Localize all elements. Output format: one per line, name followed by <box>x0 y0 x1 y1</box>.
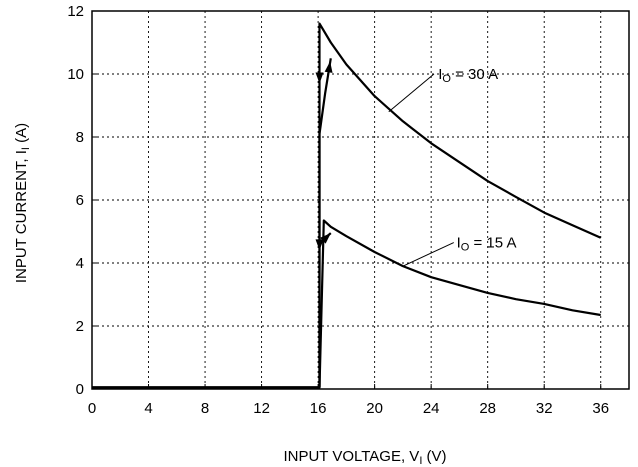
annotation-15a-sub: O <box>461 242 470 254</box>
x-axis-label: INPUT VOLTAGE, VI (V) <box>283 448 446 467</box>
arrow-30a-down <box>315 72 324 84</box>
series-0-up-path <box>92 58 332 389</box>
x-tick-label: 8 <box>201 400 209 417</box>
y-tick-label: 4 <box>76 255 84 272</box>
annotation-label-30a: IO = 30 A <box>438 66 498 85</box>
arrow-15a-down <box>315 239 324 251</box>
annotation-label-15a: IO = 15 A <box>457 235 517 254</box>
y-axis-label-suffix: (A) <box>13 123 30 147</box>
x-tick-label: 28 <box>479 400 496 417</box>
annotation-30a: IO = 30 A <box>388 66 498 113</box>
x-axis-label-sub: I <box>419 455 422 467</box>
y-tick-label: 12 <box>67 3 84 20</box>
y-tick-label: 6 <box>76 192 84 209</box>
x-tick-label: 0 <box>88 400 96 417</box>
arrow-15a-up <box>320 233 331 244</box>
annotation-15a: IO = 15 A <box>402 235 517 267</box>
x-tick-label: 12 <box>253 400 270 417</box>
annotation-leader-15a <box>402 242 454 267</box>
annotation-30a-suffix: = 30 A <box>451 66 498 83</box>
grid <box>92 11 629 389</box>
y-tick-label: 10 <box>67 66 84 83</box>
annotation-leader-30a <box>388 73 435 113</box>
y-tick-label: 8 <box>76 129 84 146</box>
arrow-30a-up <box>324 61 333 73</box>
x-tick-label: 32 <box>536 400 553 417</box>
y-axis-label-prefix: INPUT CURRENT, I <box>13 150 30 283</box>
y-tick-label: 0 <box>76 381 84 398</box>
x-tick-label: 16 <box>310 400 327 417</box>
annotation-30a-sub: O <box>442 73 451 85</box>
y-axis-label-sub: I <box>20 147 32 150</box>
x-axis-label-suffix: (V) <box>422 448 446 465</box>
annotation-15a-suffix: = 15 A <box>469 235 516 252</box>
x-axis-label-prefix: INPUT VOLTAGE, V <box>283 448 419 465</box>
series-1-down-path <box>318 219 601 388</box>
series-0-down-path <box>92 22 602 389</box>
y-tick-label: 2 <box>76 318 84 335</box>
series-layer <box>92 22 602 389</box>
annotation-15a-prefix: I <box>457 235 461 252</box>
annotation-30a-prefix: I <box>438 66 442 83</box>
arrow-layer <box>315 61 333 251</box>
x-tick-label: 4 <box>144 400 152 417</box>
y-axis-label: INPUT CURRENT, II (A) <box>13 123 32 283</box>
x-tick-label: 20 <box>366 400 383 417</box>
x-tick-label: 24 <box>423 400 440 417</box>
x-tick-label: 36 <box>592 400 609 417</box>
